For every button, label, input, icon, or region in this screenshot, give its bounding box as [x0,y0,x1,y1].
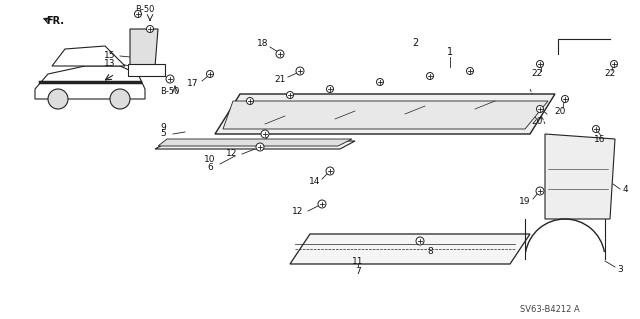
Text: 19: 19 [519,197,531,205]
Polygon shape [128,64,165,76]
Text: 17: 17 [188,78,199,87]
Circle shape [287,92,294,99]
Circle shape [326,167,334,175]
Polygon shape [35,66,145,99]
Circle shape [536,61,543,68]
Polygon shape [52,46,125,66]
Circle shape [256,143,264,151]
Circle shape [593,125,600,132]
Polygon shape [545,134,615,219]
Text: 4: 4 [622,184,628,194]
Text: 20: 20 [531,116,543,125]
Circle shape [467,68,474,75]
Circle shape [296,67,304,75]
Circle shape [166,75,174,83]
Circle shape [276,50,284,58]
Text: 13: 13 [104,60,116,69]
Circle shape [536,187,544,195]
Circle shape [326,85,333,93]
Text: 22: 22 [604,70,616,78]
Text: B-50: B-50 [135,4,155,13]
Text: 6: 6 [207,162,213,172]
Circle shape [376,78,383,85]
Text: 18: 18 [257,40,269,48]
Text: 9: 9 [160,122,166,131]
Text: B-50: B-50 [160,86,180,95]
Circle shape [261,130,269,138]
Circle shape [611,61,618,68]
Polygon shape [215,94,555,134]
Text: FR.: FR. [46,16,64,26]
Text: 16: 16 [595,135,605,144]
Text: 5: 5 [160,130,166,138]
Text: 22: 22 [531,70,543,78]
Circle shape [318,200,326,208]
Text: 20: 20 [554,107,566,115]
Circle shape [48,89,68,109]
Text: 21: 21 [275,75,285,84]
Circle shape [246,98,253,105]
Polygon shape [130,29,158,67]
Polygon shape [223,101,548,129]
Circle shape [147,26,154,33]
Text: 3: 3 [617,264,623,273]
Polygon shape [290,234,530,264]
Circle shape [416,237,424,245]
Polygon shape [155,141,355,149]
Text: SV63-B4212 A: SV63-B4212 A [520,305,580,314]
Text: 14: 14 [309,176,321,186]
Circle shape [536,106,543,113]
Text: 15: 15 [104,51,116,61]
Circle shape [134,11,141,18]
Text: 1: 1 [447,47,453,57]
Text: 12: 12 [227,150,237,159]
Text: 8: 8 [267,139,273,149]
Circle shape [207,70,214,78]
Text: 2: 2 [412,38,418,48]
Circle shape [110,89,130,109]
Text: 10: 10 [204,155,216,165]
Circle shape [561,95,568,102]
Text: 8: 8 [427,247,433,256]
Text: 7: 7 [355,266,361,276]
Polygon shape [158,139,352,146]
Text: 11: 11 [352,257,364,266]
Circle shape [426,72,433,79]
Text: 12: 12 [292,206,304,216]
